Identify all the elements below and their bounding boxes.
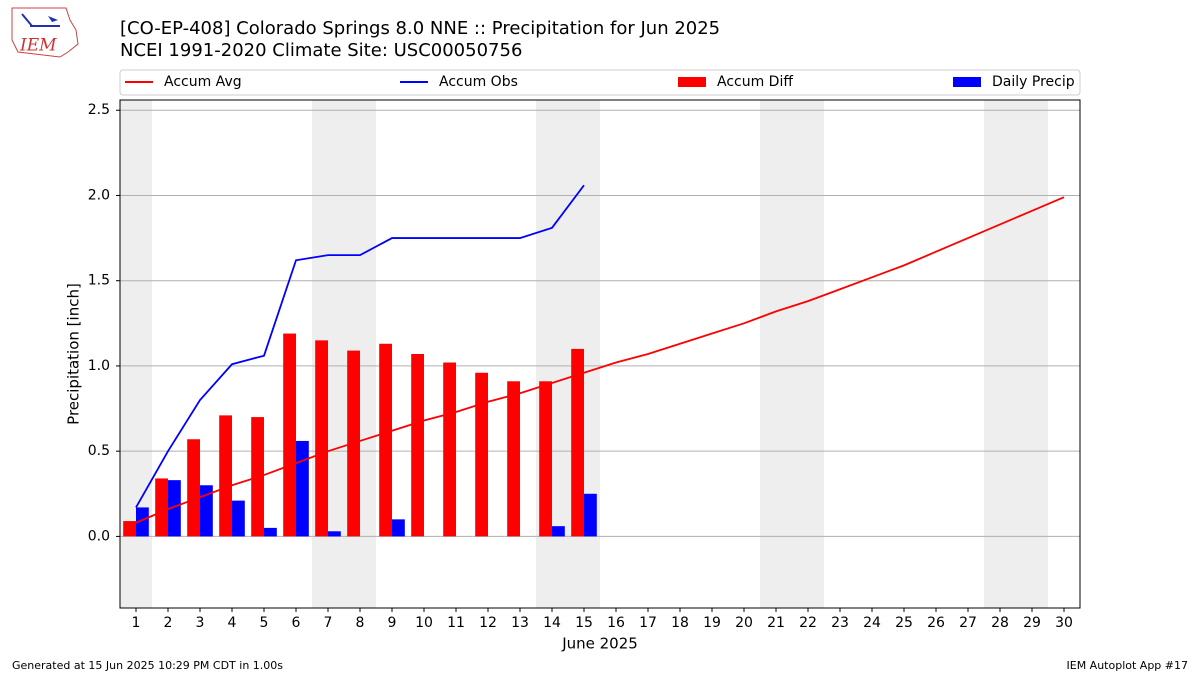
x-tick-label: 15 (575, 615, 593, 631)
x-tick-label: 17 (639, 615, 657, 631)
x-tick-label: 30 (1055, 615, 1073, 631)
x-tick-label: 1 (132, 615, 141, 631)
logo-outline (11, 7, 79, 58)
logo-icon (48, 16, 58, 22)
x-tick-label: 13 (511, 615, 529, 631)
x-tick-label: 11 (447, 615, 465, 631)
x-tick-label: 16 (607, 615, 625, 631)
bar (123, 521, 136, 537)
bar (552, 526, 565, 537)
bar (232, 500, 245, 537)
x-tick-label: 28 (991, 615, 1009, 631)
legend-swatch (953, 77, 981, 87)
bar (219, 415, 232, 537)
y-tick-label: 0.0 (88, 528, 110, 544)
legend-label: Accum Obs (439, 74, 518, 90)
legend-label: Accum Avg (164, 74, 242, 90)
bar (296, 440, 309, 537)
x-tick-label: 19 (703, 615, 721, 631)
logo: IEM (11, 7, 79, 58)
line (135, 184, 585, 508)
x-tick-label: 14 (543, 615, 561, 631)
footer-left: Generated at 15 Jun 2025 10:29 PM CDT in… (12, 659, 283, 672)
bar (155, 478, 168, 537)
x-tick-label: 29 (1023, 615, 1041, 631)
x-axis-label: June 2025 (561, 635, 638, 653)
bar (584, 493, 597, 537)
bar (507, 381, 520, 537)
x-tick-label: 22 (799, 615, 817, 631)
y-tick-label: 1.0 (88, 358, 110, 374)
weekend-band (984, 100, 1016, 608)
bar (264, 527, 277, 537)
line (135, 196, 1065, 524)
bar (168, 480, 181, 537)
x-tick-label: 10 (415, 615, 433, 631)
plot-frame (119, 99, 1081, 609)
logo-text: IEM (19, 36, 57, 56)
bar (443, 362, 456, 537)
legend-box (119, 69, 1081, 96)
footer-right: IEM Autoplot App #17 (1067, 659, 1189, 672)
bar (187, 439, 200, 537)
y-tick-label: 2.5 (88, 102, 110, 118)
bar (136, 507, 149, 537)
x-tick-label: 6 (292, 615, 301, 631)
x-tick-label: 26 (927, 615, 945, 631)
bar (571, 348, 584, 537)
x-tick-label: 18 (671, 615, 689, 631)
legend-label: Accum Diff (717, 74, 793, 90)
x-tick-label: 25 (895, 615, 913, 631)
legend-swatch (678, 77, 706, 87)
x-tick-label: 21 (767, 615, 785, 631)
chart-subtitle: NCEI 1991-2020 Climate Site: USC00050756 (120, 40, 522, 61)
bar (200, 485, 213, 537)
x-tick-label: 5 (260, 615, 269, 631)
x-tick-label: 12 (479, 615, 497, 631)
x-tick-label: 7 (324, 615, 333, 631)
bar (475, 372, 488, 537)
bar (315, 340, 328, 537)
y-tick-label: 2.0 (88, 187, 110, 203)
bar (379, 343, 392, 537)
x-tick-label: 9 (388, 615, 397, 631)
bar (283, 333, 296, 537)
legend-label: Daily Precip (992, 74, 1075, 90)
x-tick-label: 24 (863, 615, 881, 631)
x-tick-label: 20 (735, 615, 753, 631)
logo-icon (21, 13, 33, 27)
x-tick-label: 2 (164, 615, 173, 631)
bar (328, 531, 341, 537)
x-tick-label: 8 (356, 615, 365, 631)
x-tick-label: 4 (228, 615, 237, 631)
bar (392, 519, 405, 537)
y-tick-label: 1.5 (88, 273, 110, 289)
y-axis-label: Precipitation [inch] (65, 283, 83, 425)
x-tick-label: 23 (831, 615, 849, 631)
x-tick-label: 27 (959, 615, 977, 631)
bar (539, 381, 552, 537)
weekend-band (792, 100, 824, 608)
weekend-band (1016, 100, 1048, 608)
chart-title: [CO-EP-408] Colorado Springs 8.0 NNE :: … (120, 18, 720, 39)
y-tick-label: 0.5 (88, 443, 110, 459)
weekend-band (760, 100, 792, 608)
x-tick-label: 3 (196, 615, 205, 631)
bar (411, 354, 424, 537)
